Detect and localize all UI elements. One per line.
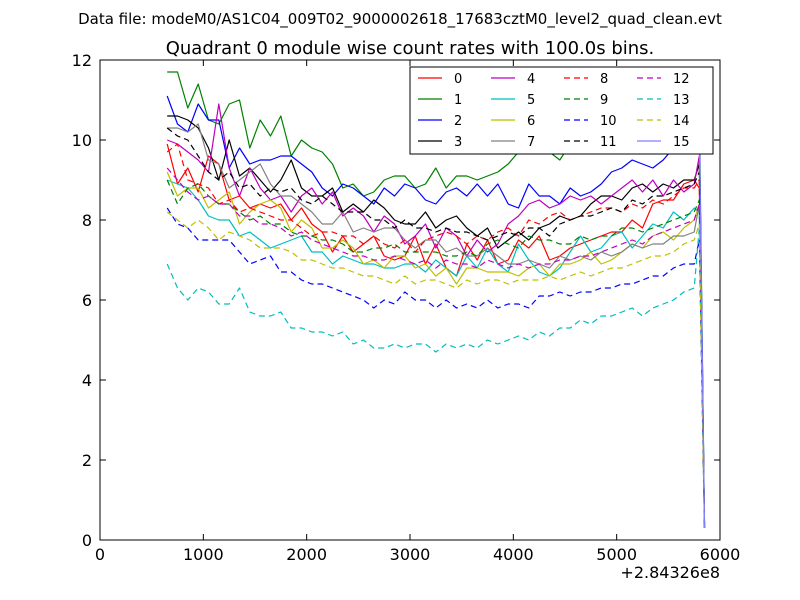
series-7-line (167, 123, 706, 529)
y-tick-label: 10 (72, 131, 92, 150)
series-3-line (167, 115, 706, 529)
x-offset-label: +2.84326e8 (620, 563, 720, 582)
series-13-line (166, 227, 706, 529)
series-4-line (166, 103, 706, 529)
series-11-line (166, 127, 706, 529)
legend-frame (409, 66, 714, 155)
y-tick-label: 12 (72, 51, 92, 70)
legend-label-1: 1 (454, 93, 462, 108)
legend-label-6: 6 (527, 114, 535, 129)
chart-suptitle: Data file: modeM0/AS1C04_009T02_90000026… (78, 10, 722, 29)
legend-label-0: 0 (454, 72, 462, 87)
y-tick-label: 4 (82, 371, 92, 390)
y-tick-label: 6 (82, 291, 92, 310)
legend-label-4: 4 (527, 72, 535, 87)
plot-area (166, 71, 706, 529)
x-tick-label: 1000 (183, 545, 224, 564)
x-tick-label: 0 (95, 545, 105, 564)
x-tick-label: 2000 (286, 545, 327, 564)
legend-label-3: 3 (454, 135, 462, 150)
legend-label-11: 11 (600, 135, 617, 150)
series-12-line (166, 167, 706, 529)
legend-label-9: 9 (600, 93, 608, 108)
x-tick-label: 5000 (596, 545, 637, 564)
x-tick-label: 6000 (700, 545, 741, 564)
series-14-line (166, 211, 706, 529)
x-tick-label: 4000 (493, 545, 534, 564)
legend-label-14: 14 (673, 114, 690, 129)
legend-label-12: 12 (673, 72, 690, 87)
legend-label-10: 10 (600, 114, 617, 129)
legend-label-5: 5 (527, 93, 535, 108)
legend-label-2: 2 (454, 114, 462, 129)
y-tick-label: 2 (82, 451, 92, 470)
series-8-line (166, 143, 706, 529)
legend-label-13: 13 (673, 93, 690, 108)
x-tick-label: 3000 (390, 545, 431, 564)
legend-label-7: 7 (527, 135, 535, 150)
series-5-line (166, 179, 706, 525)
chart-title: Quadrant 0 module wise count rates with … (166, 38, 655, 59)
legend-label-15: 15 (673, 135, 690, 150)
series-2-line (166, 95, 706, 529)
series-9-line (166, 179, 706, 525)
y-tick-label: 8 (82, 211, 92, 230)
series-10-line (166, 207, 706, 529)
y-tick-label: 0 (82, 531, 92, 550)
legend-label-8: 8 (600, 72, 608, 87)
